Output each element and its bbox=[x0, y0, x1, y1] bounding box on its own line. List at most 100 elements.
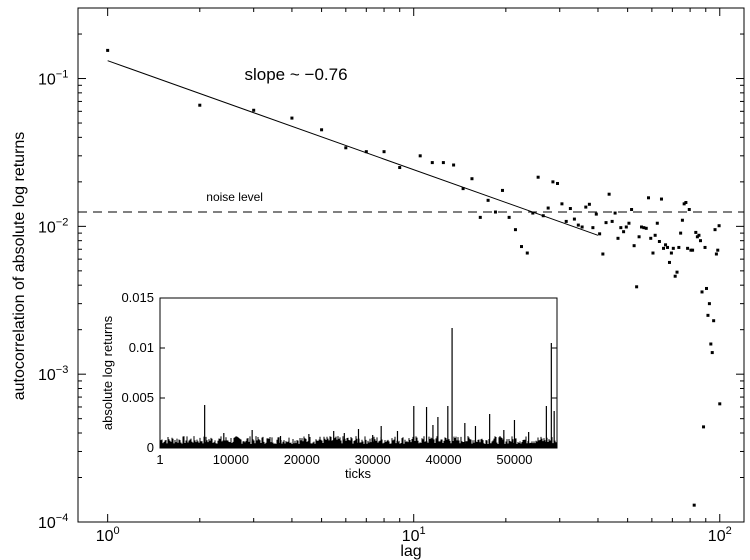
data-point bbox=[568, 207, 572, 211]
data-point bbox=[418, 154, 422, 158]
data-point bbox=[684, 200, 688, 204]
data-point bbox=[718, 402, 722, 406]
data-point bbox=[642, 226, 646, 230]
y-tick-label: 10−4 bbox=[38, 512, 68, 532]
main-y-axis: 10−4 10−3 10−2 10−1 bbox=[38, 33, 744, 532]
data-point bbox=[702, 425, 706, 429]
data-point bbox=[651, 251, 655, 255]
data-point bbox=[500, 188, 504, 192]
data-point bbox=[616, 236, 620, 240]
data-point bbox=[667, 260, 671, 264]
inset-y-tick-label: 0.01 bbox=[129, 340, 154, 355]
data-point bbox=[452, 163, 456, 167]
data-point bbox=[635, 285, 639, 289]
data-point bbox=[591, 226, 595, 230]
fit-slope-label: slope ~ −0.76 bbox=[245, 65, 348, 84]
inset-y-axis-label: absolute log returns bbox=[100, 315, 115, 430]
x-tick-label: 100 bbox=[96, 525, 120, 545]
data-point bbox=[637, 235, 641, 239]
inset-series bbox=[160, 328, 557, 448]
data-point bbox=[470, 177, 474, 181]
fit-line bbox=[107, 60, 599, 236]
data-point bbox=[320, 128, 324, 132]
data-point bbox=[649, 236, 653, 240]
data-point bbox=[430, 161, 434, 165]
inset-x-tick-label: 50000 bbox=[496, 452, 532, 467]
main-x-axis: 100 101 102 bbox=[96, 8, 732, 545]
x-tick-label: 102 bbox=[708, 525, 732, 545]
data-point bbox=[560, 202, 564, 206]
inset-x-axis: 1 10000 20000 30000 40000 50000 bbox=[156, 443, 533, 467]
data-point bbox=[584, 205, 588, 209]
data-point bbox=[576, 223, 580, 227]
data-point bbox=[252, 108, 256, 112]
data-point bbox=[647, 196, 651, 200]
data-point bbox=[630, 208, 634, 212]
data-point bbox=[698, 239, 702, 243]
inset-x-axis-label: ticks bbox=[345, 466, 372, 481]
inset-x-tick-label: 20000 bbox=[284, 452, 320, 467]
data-point bbox=[441, 161, 445, 165]
data-point bbox=[398, 166, 402, 170]
data-point bbox=[671, 246, 675, 250]
data-point bbox=[564, 219, 568, 223]
data-point bbox=[697, 233, 701, 237]
data-point bbox=[525, 251, 529, 255]
inset-x-tick-label: 40000 bbox=[425, 452, 461, 467]
y-tick-label: 10−1 bbox=[38, 69, 68, 89]
data-point bbox=[344, 146, 348, 150]
data-point bbox=[572, 217, 576, 221]
data-point bbox=[382, 150, 386, 154]
data-point bbox=[106, 48, 110, 52]
data-point bbox=[695, 235, 699, 239]
data-point bbox=[461, 187, 465, 191]
data-point bbox=[601, 252, 605, 256]
data-point bbox=[689, 248, 693, 252]
inset-y-tick-label: 0.005 bbox=[121, 390, 154, 405]
data-point bbox=[669, 251, 673, 255]
data-point bbox=[519, 245, 523, 249]
data-point bbox=[507, 215, 511, 219]
data-point bbox=[486, 198, 490, 202]
main-scatter-points bbox=[106, 48, 722, 507]
data-point bbox=[664, 243, 668, 247]
inset-x-tick-label: 10000 bbox=[213, 452, 249, 467]
data-point bbox=[677, 245, 681, 249]
data-point bbox=[704, 286, 708, 290]
inset-x-tick-label: 1 bbox=[156, 452, 163, 467]
y-tick-label: 10−3 bbox=[38, 364, 68, 384]
data-point bbox=[198, 103, 202, 107]
data-point bbox=[673, 274, 677, 278]
data-point bbox=[692, 503, 696, 507]
y-tick-label: 10−2 bbox=[38, 216, 68, 236]
data-point bbox=[707, 302, 711, 306]
data-point bbox=[716, 248, 720, 252]
data-point bbox=[709, 342, 713, 346]
main-y-axis-label: autocorrelation of absolute log returns bbox=[11, 132, 28, 401]
data-point bbox=[717, 224, 721, 228]
data-point bbox=[714, 252, 718, 256]
noise-level-label: noise level bbox=[206, 190, 263, 204]
data-point bbox=[546, 206, 550, 210]
data-point bbox=[659, 197, 663, 201]
data-point bbox=[632, 244, 636, 248]
x-tick-label: 101 bbox=[402, 525, 426, 545]
data-point bbox=[513, 228, 517, 232]
main-x-axis-label: lag bbox=[400, 543, 421, 560]
data-point bbox=[657, 239, 661, 243]
data-point bbox=[703, 245, 707, 249]
data-point bbox=[622, 230, 626, 234]
main-plot-frame bbox=[77, 7, 745, 523]
data-point bbox=[694, 230, 698, 234]
data-point bbox=[691, 248, 695, 252]
main-plot: 100 101 102 10−4 10−3 10−2 10−1 noise level s… bbox=[11, 7, 745, 560]
data-point bbox=[713, 228, 717, 232]
data-point bbox=[580, 225, 584, 229]
data-point bbox=[666, 245, 670, 249]
data-point bbox=[675, 270, 679, 274]
data-point bbox=[662, 246, 666, 250]
data-point bbox=[290, 116, 294, 120]
inset-y-axis: 0 0.005 0.01 0.015 bbox=[121, 290, 557, 455]
data-point bbox=[364, 150, 368, 154]
